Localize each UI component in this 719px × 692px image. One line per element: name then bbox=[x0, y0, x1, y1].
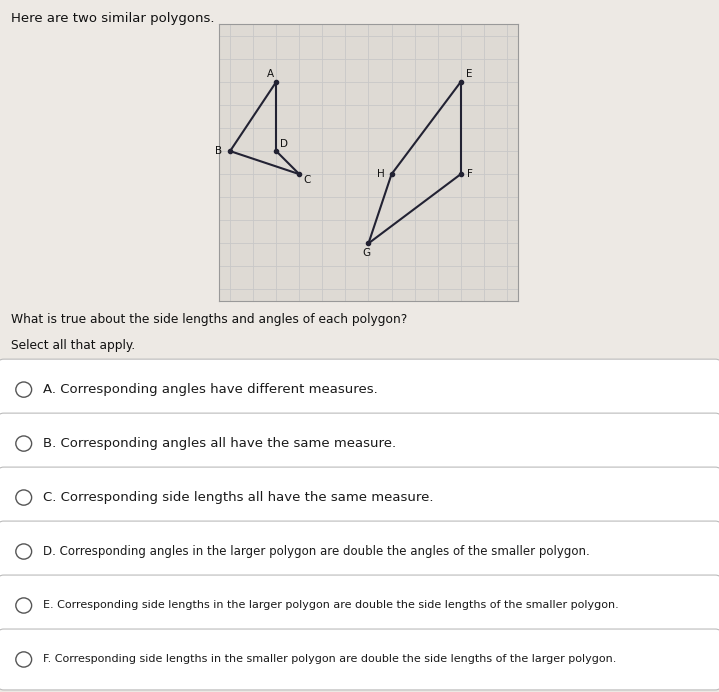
Text: B. Corresponding angles all have the same measure.: B. Corresponding angles all have the sam… bbox=[43, 437, 396, 450]
Text: Here are two similar polygons.: Here are two similar polygons. bbox=[11, 12, 214, 26]
Text: F. Corresponding side lengths in the smaller polygon are double the side lengths: F. Corresponding side lengths in the sma… bbox=[43, 655, 616, 664]
Text: D: D bbox=[280, 139, 288, 149]
Text: What is true about the side lengths and angles of each polygon?: What is true about the side lengths and … bbox=[11, 313, 407, 326]
Text: C. Corresponding side lengths all have the same measure.: C. Corresponding side lengths all have t… bbox=[43, 491, 434, 504]
Text: E: E bbox=[466, 69, 472, 79]
Text: G: G bbox=[362, 248, 370, 257]
Text: C: C bbox=[303, 175, 311, 185]
Text: F: F bbox=[467, 169, 473, 179]
Text: D. Corresponding angles in the larger polygon are double the angles of the small: D. Corresponding angles in the larger po… bbox=[43, 545, 590, 558]
Text: A: A bbox=[267, 69, 274, 79]
Text: Select all that apply.: Select all that apply. bbox=[11, 339, 135, 352]
Text: E. Corresponding side lengths in the larger polygon are double the side lengths : E. Corresponding side lengths in the lar… bbox=[43, 601, 619, 610]
Text: H: H bbox=[377, 169, 385, 179]
Text: B: B bbox=[215, 146, 222, 156]
Text: A. Corresponding angles have different measures.: A. Corresponding angles have different m… bbox=[43, 383, 378, 396]
